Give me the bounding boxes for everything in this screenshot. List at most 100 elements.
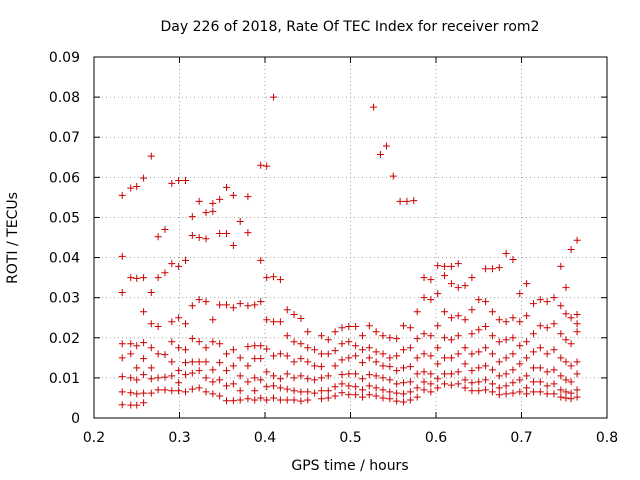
data-point xyxy=(127,274,135,282)
data-point xyxy=(386,334,394,342)
data-point xyxy=(468,274,476,282)
data-point xyxy=(461,360,469,368)
data-point xyxy=(251,301,259,309)
data-point xyxy=(523,354,531,362)
data-point xyxy=(297,355,305,363)
data-point xyxy=(406,344,414,352)
data-point xyxy=(118,191,126,199)
data-point xyxy=(529,300,537,308)
data-point xyxy=(434,375,442,383)
data-point xyxy=(434,360,442,368)
data-point xyxy=(244,378,252,386)
data-point xyxy=(147,344,155,352)
data-point xyxy=(147,389,155,397)
data-point xyxy=(118,340,126,348)
grid-lines xyxy=(94,57,607,418)
data-point xyxy=(516,360,524,368)
data-point xyxy=(229,397,237,405)
data-point xyxy=(331,328,339,336)
data-point xyxy=(557,330,565,338)
data-point xyxy=(140,274,148,282)
data-point xyxy=(516,388,524,396)
data-point xyxy=(175,314,183,322)
data-point xyxy=(454,312,462,320)
data-point xyxy=(523,312,531,320)
data-point xyxy=(263,368,271,376)
data-point xyxy=(304,396,312,404)
data-point xyxy=(168,372,176,380)
data-point xyxy=(529,348,537,356)
data-point xyxy=(209,390,217,398)
data-point xyxy=(331,383,339,391)
data-point xyxy=(209,199,217,207)
data-point xyxy=(338,356,346,364)
data-point xyxy=(396,197,404,205)
data-point xyxy=(543,298,551,306)
data-point xyxy=(441,334,449,342)
data-point xyxy=(175,344,183,352)
data-point xyxy=(283,306,291,314)
plot-frame xyxy=(93,56,608,419)
data-point xyxy=(502,382,510,390)
data-point xyxy=(304,328,312,336)
data-point xyxy=(393,397,401,405)
data-point xyxy=(223,350,231,358)
data-point xyxy=(133,390,141,398)
data-point xyxy=(311,346,319,354)
data-point xyxy=(482,362,490,370)
data-point xyxy=(516,376,524,384)
data-point xyxy=(118,388,126,396)
data-point xyxy=(567,362,575,370)
data-point xyxy=(352,383,360,391)
data-point xyxy=(263,274,271,282)
data-point xyxy=(127,184,135,192)
data-point xyxy=(427,276,435,284)
data-point xyxy=(223,183,231,191)
data-point xyxy=(216,301,224,309)
data-point xyxy=(257,394,265,402)
data-point xyxy=(181,359,189,367)
data-point xyxy=(468,387,476,395)
data-point xyxy=(297,388,305,396)
data-point xyxy=(427,370,435,378)
data-point xyxy=(386,376,394,384)
data-point xyxy=(127,374,135,382)
data-point xyxy=(441,308,449,316)
data-point xyxy=(386,363,394,371)
data-point xyxy=(244,302,252,310)
data-point xyxy=(420,368,428,376)
y-tick-label: 0.01 xyxy=(49,371,80,387)
data-point xyxy=(488,308,496,316)
data-point xyxy=(345,382,353,390)
data-point xyxy=(447,262,455,270)
data-point xyxy=(161,386,169,394)
data-point xyxy=(140,339,148,347)
x-tick-labels: 0.2 0.3 0.4 0.5 0.6 0.7 0.8 xyxy=(83,430,618,446)
data-point xyxy=(573,358,581,366)
data-point xyxy=(338,371,346,379)
data-point xyxy=(358,393,366,401)
data-point xyxy=(140,371,148,379)
data-point xyxy=(461,384,469,392)
data-point xyxy=(386,354,394,362)
data-point xyxy=(209,207,217,215)
data-point xyxy=(236,387,244,395)
data-point xyxy=(154,374,162,382)
data-point xyxy=(161,269,169,277)
data-point xyxy=(400,390,408,398)
data-point xyxy=(365,344,373,352)
data-point xyxy=(475,364,483,372)
data-point xyxy=(304,344,312,352)
data-point xyxy=(427,380,435,388)
data-point xyxy=(216,376,224,384)
data-point xyxy=(447,336,455,344)
data-point xyxy=(168,179,176,187)
data-point xyxy=(352,323,360,331)
x-tick-label: 0.2 xyxy=(83,430,105,446)
data-point xyxy=(441,262,449,270)
data-point xyxy=(573,370,581,378)
data-point xyxy=(488,332,496,340)
data-point xyxy=(536,296,544,304)
x-tick-label: 0.7 xyxy=(510,430,532,446)
data-point xyxy=(175,379,183,387)
